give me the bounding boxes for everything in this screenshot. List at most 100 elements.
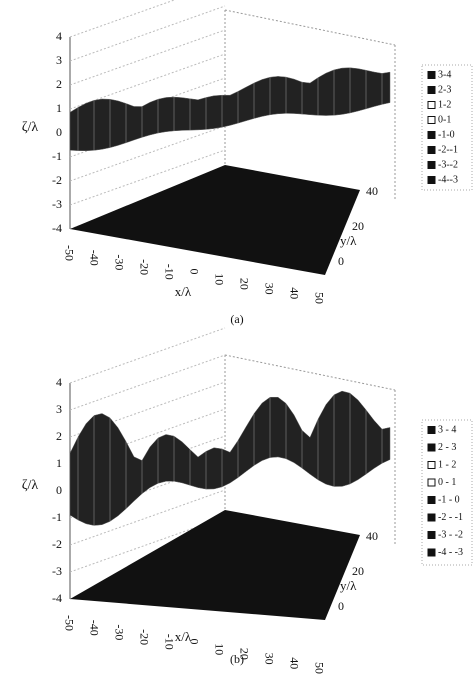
legend-label: 3-4 [438, 69, 451, 80]
x-tick-label: -10 [162, 634, 176, 650]
y-tick-label: 40 [366, 529, 378, 543]
y-tick-label: 0 [338, 254, 344, 268]
legend-label: 3 - 4 [438, 424, 456, 435]
x-tick-label: 40 [287, 287, 301, 299]
legend-swatch [427, 101, 436, 109]
surface [69, 67, 391, 152]
y-tick-label: 40 [366, 184, 378, 198]
legend-label: -1 - 0 [438, 494, 460, 505]
x-tick-label: 0 [187, 269, 201, 275]
x-tick-label: 50 [312, 292, 326, 304]
legend-box [421, 64, 473, 191]
legend-label: 0-1 [438, 114, 451, 125]
x-tick-label: 30 [262, 653, 276, 665]
z-tick-label: 4 [56, 375, 62, 389]
z-axis-label: ζ/λ [22, 120, 39, 135]
grid-line [69, 408, 226, 465]
legend-swatch [427, 71, 436, 79]
x-tick-label: -40 [87, 250, 101, 266]
x-tick-label: -50 [62, 615, 76, 631]
y-tick-label: 0 [338, 599, 344, 613]
z-tick-label: -2 [52, 173, 62, 187]
grid-line [69, 53, 226, 110]
z-tick-label: 4 [56, 29, 62, 43]
grid-line [69, 327, 226, 384]
legend-label: 1 - 2 [438, 459, 456, 470]
z-tick-label: 1 [56, 101, 62, 115]
legend-swatch [427, 161, 436, 169]
z-tick-label: 2 [56, 77, 62, 91]
legend-label: 1-2 [438, 99, 451, 110]
x-tick-label: 10 [212, 273, 226, 285]
z-tick-label: 3 [56, 53, 62, 67]
x-tick-label: -30 [112, 254, 126, 270]
y-axis-label: y/λ [340, 233, 357, 248]
legend-swatch [427, 531, 436, 539]
x-tick-label: 20 [237, 278, 251, 290]
legend-swatch [427, 513, 436, 522]
legend-swatch [427, 461, 436, 469]
legend-swatch [427, 131, 436, 139]
grid-line [69, 435, 226, 492]
legend-swatch [427, 443, 436, 452]
z-tick-label: 3 [56, 402, 62, 416]
axis-line [224, 354, 396, 391]
y-axis-label: y/λ [340, 578, 357, 593]
grid-line [69, 354, 226, 411]
legend-label: -3--2 [438, 159, 458, 170]
z-tick-label: 1 [56, 456, 62, 470]
legend-label: -1-0 [438, 129, 455, 140]
x-tick-label: -20 [137, 259, 151, 275]
z-tick-label: -3 [52, 564, 62, 578]
grid-line [69, 5, 226, 62]
legend-swatch [427, 426, 436, 434]
x-tick-label: 0 [187, 639, 201, 645]
z-tick-label: 0 [56, 483, 62, 497]
z-tick-label: -4 [52, 221, 62, 235]
grid-line [69, 29, 226, 86]
x-tick-label: 50 [312, 662, 326, 674]
x-tick-label: -30 [112, 624, 126, 640]
floor [70, 510, 360, 620]
x-axis-label: x/λ [175, 629, 192, 644]
x-tick-label: 40 [287, 657, 301, 669]
legend-swatch [427, 176, 436, 184]
z-tick-label: -1 [52, 149, 62, 163]
z-tick-label: -4 [52, 591, 62, 605]
legend-swatch [427, 548, 436, 557]
surface [69, 390, 391, 526]
grid-line [69, 125, 226, 182]
x-axis-label: x/λ [175, 284, 192, 299]
z-tick-label: 2 [56, 429, 62, 443]
axis-line [224, 9, 396, 46]
legend-label: 0 - 1 [438, 477, 456, 488]
legend-swatch [427, 116, 436, 124]
caption: (a) [230, 312, 243, 326]
legend-label: -3 - -2 [438, 529, 463, 540]
grid-line [69, 77, 226, 134]
grid-line [69, 0, 176, 38]
legend-label: 2-3 [438, 84, 451, 95]
z-tick-label: -1 [52, 510, 62, 524]
z-tick-label: -3 [52, 197, 62, 211]
x-tick-label: 20 [237, 648, 251, 660]
legend-label: -2 - -1 [438, 512, 463, 523]
legend-label: -4--3 [438, 174, 458, 185]
x-tick-label: -50 [62, 245, 76, 261]
caption: (b) [230, 652, 244, 666]
legend-box [421, 419, 473, 566]
legend-swatch [427, 496, 436, 504]
legend-swatch [427, 146, 436, 154]
z-tick-label: -2 [52, 537, 62, 551]
legend-label: -2--1 [438, 144, 458, 155]
x-tick-label: -10 [162, 264, 176, 280]
x-tick-label: -20 [137, 629, 151, 645]
grid-line [69, 489, 226, 546]
z-tick-label: 0 [56, 125, 62, 139]
legend-swatch [427, 478, 436, 487]
y-tick-label: 20 [352, 219, 364, 233]
y-tick-label: 20 [352, 564, 364, 578]
